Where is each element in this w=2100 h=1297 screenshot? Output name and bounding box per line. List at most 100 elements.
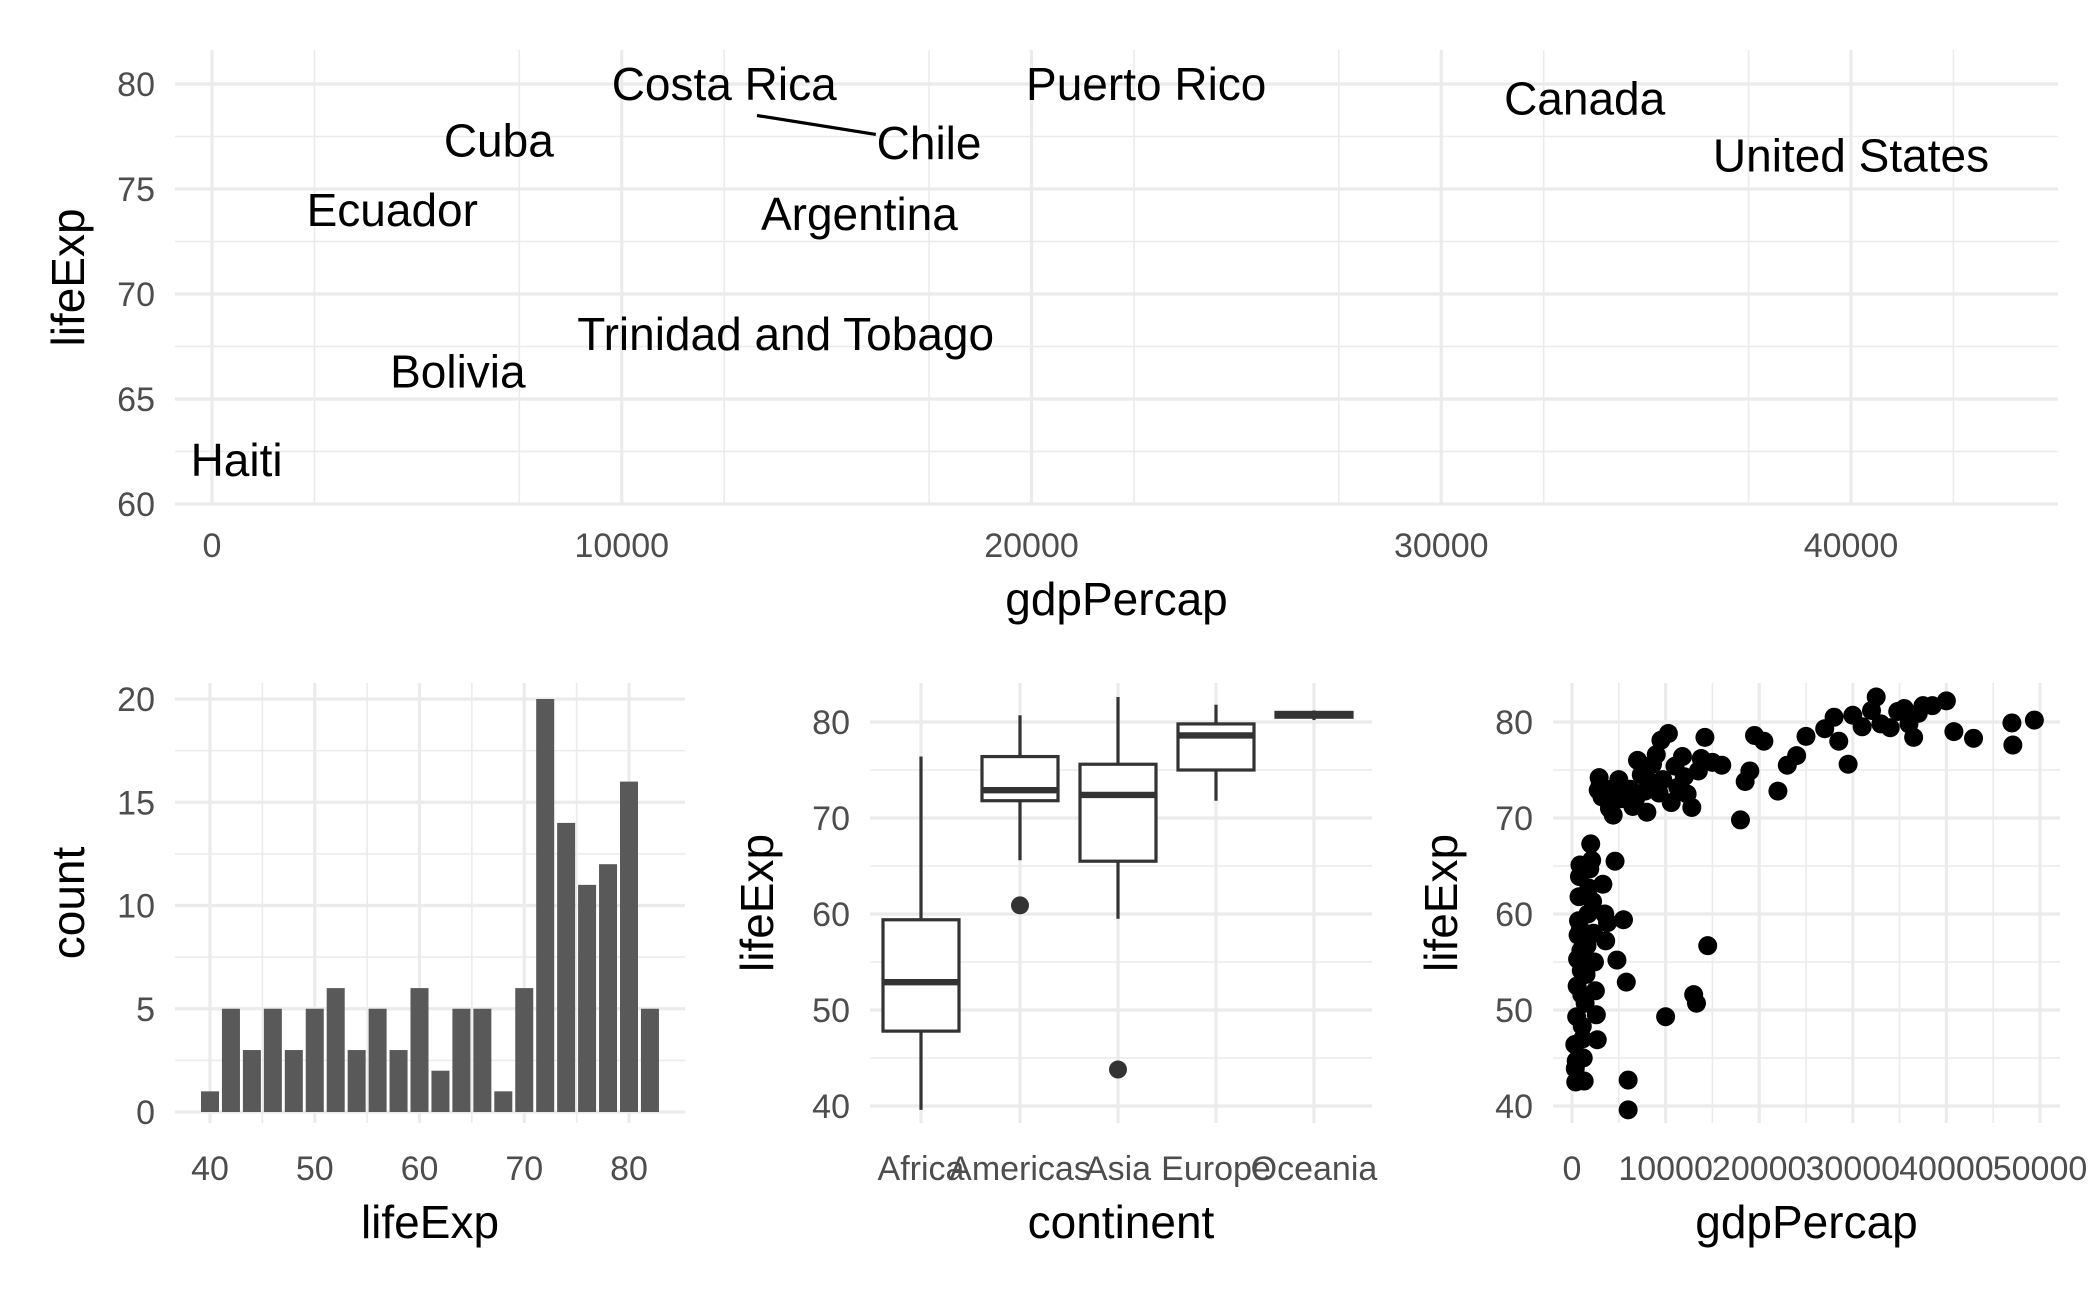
data-point: [1584, 952, 1604, 972]
data-point: [1573, 1029, 1593, 1049]
x-axis-title: gdpPercap: [1005, 573, 1228, 625]
y-tick-label: 10: [117, 888, 155, 926]
data-point: [1585, 981, 1605, 1001]
y-tick-label: 60: [117, 486, 155, 524]
data-point: [1646, 745, 1666, 765]
x-tick-label: 20000: [1712, 1150, 1807, 1188]
data-point: [1768, 781, 1788, 801]
data-point: [1581, 834, 1601, 854]
data-point: [1618, 1070, 1638, 1090]
data-point: [1628, 750, 1648, 770]
y-tick-label: 65: [117, 381, 155, 419]
y-axis-title: lifeExp: [42, 208, 94, 346]
data-point: [1607, 950, 1627, 970]
histogram-bar: [431, 1070, 450, 1112]
data-point: [1582, 850, 1602, 870]
histogram-bar: [578, 884, 597, 1112]
data-point: [1698, 936, 1718, 956]
y-tick-label: 70: [117, 276, 155, 314]
x-tick-label: 30000: [1394, 527, 1489, 565]
x-tick-label: 10000: [1618, 1150, 1713, 1188]
data-point: [2002, 713, 2022, 733]
histogram-bar: [326, 988, 345, 1112]
x-tick-label: 50: [296, 1150, 334, 1188]
data-point: [1637, 802, 1657, 822]
country-label: Canada: [1504, 73, 1666, 125]
x-tick-label: 40000: [1804, 527, 1899, 565]
x-tick-label: Africa: [878, 1150, 965, 1188]
y-tick-label: 40: [1495, 1088, 1533, 1126]
x-tick-label: 0: [203, 527, 222, 565]
histogram-bar: [389, 1050, 408, 1112]
data-point: [1661, 793, 1681, 813]
histogram-bar: [221, 1008, 240, 1112]
box-outlier-point: [1109, 1060, 1127, 1079]
histogram-bar: [640, 1008, 659, 1112]
y-tick-label: 70: [812, 800, 850, 838]
data-point: [1658, 724, 1678, 744]
y-axis-title: count: [42, 847, 94, 960]
x-tick-label: 40: [191, 1150, 229, 1188]
data-point: [1653, 770, 1673, 790]
scatter-panel: 0 10000 20000 30000 40000 50000 40 50 60 70 80 gdpP…: [1415, 683, 2087, 1248]
y-tick-label: 75: [117, 171, 155, 209]
y-tick-label: 80: [1495, 704, 1533, 742]
histogram-bar: [305, 1008, 324, 1112]
data-point: [1838, 754, 1858, 774]
data-point: [1587, 1030, 1607, 1050]
data-point: [1695, 727, 1715, 747]
data-point: [1672, 747, 1692, 767]
histogram-bar: [410, 988, 429, 1112]
country-label: Costa Rica: [612, 58, 837, 110]
data-point: [1936, 691, 1956, 711]
x-tick-label: 40000: [1899, 1150, 1994, 1188]
country-label: Ecuador: [307, 184, 478, 236]
histogram-bar: [473, 1008, 492, 1112]
data-point: [1574, 1071, 1594, 1091]
y-tick-label: 20: [117, 681, 155, 719]
x-tick-label: 0: [1563, 1150, 1582, 1188]
x-axis-title: gdpPercap: [1695, 1196, 1918, 1248]
y-tick-label: 50: [1495, 992, 1533, 1030]
data-point: [1605, 851, 1625, 871]
box-outlier-point: [1011, 896, 1029, 915]
x-tick-label: Americas: [949, 1150, 1091, 1188]
data-point: [1603, 805, 1623, 825]
country-label: Trinidad and Tobago: [577, 308, 994, 360]
data-point: [1730, 810, 1750, 830]
data-point: [1618, 1100, 1638, 1120]
y-axis-title: lifeExp: [731, 834, 783, 972]
data-point: [1740, 761, 1760, 781]
data-point: [1824, 707, 1844, 727]
histogram-bar: [284, 1050, 303, 1112]
data-point: [2024, 710, 2044, 730]
histogram-panel: 40 50 60 70 80 0 5 10 15 20 lifeExp count: [42, 681, 685, 1248]
data-point: [1686, 993, 1706, 1013]
y-axis-title: lifeExp: [1415, 834, 1467, 972]
histogram-bar: [347, 1050, 366, 1112]
x-tick-label: 70: [505, 1150, 543, 1188]
histogram-bar: [200, 1091, 220, 1112]
data-point: [1656, 1007, 1676, 1027]
x-tick-label: Oceania: [1251, 1150, 1378, 1188]
data-point: [1829, 731, 1849, 751]
data-point: [1904, 727, 1924, 747]
data-point: [1682, 797, 1702, 817]
x-tick-label: 20000: [984, 527, 1079, 565]
y-tick-label: 80: [117, 66, 155, 104]
x-tick-label: 60: [401, 1150, 439, 1188]
data-point: [1583, 892, 1603, 912]
data-point: [1596, 931, 1616, 951]
country-label: Bolivia: [390, 346, 526, 398]
data-point: [1866, 687, 1886, 707]
histogram-bar: [515, 988, 534, 1112]
histogram-bar: [557, 822, 576, 1112]
data-point: [1880, 718, 1900, 738]
histogram-bar: [452, 1008, 471, 1112]
country-label: Cuba: [444, 115, 554, 167]
y-tick-label: 50: [812, 992, 850, 1030]
y-tick-label: 0: [136, 1094, 155, 1132]
box-iqr: [1078, 762, 1158, 863]
